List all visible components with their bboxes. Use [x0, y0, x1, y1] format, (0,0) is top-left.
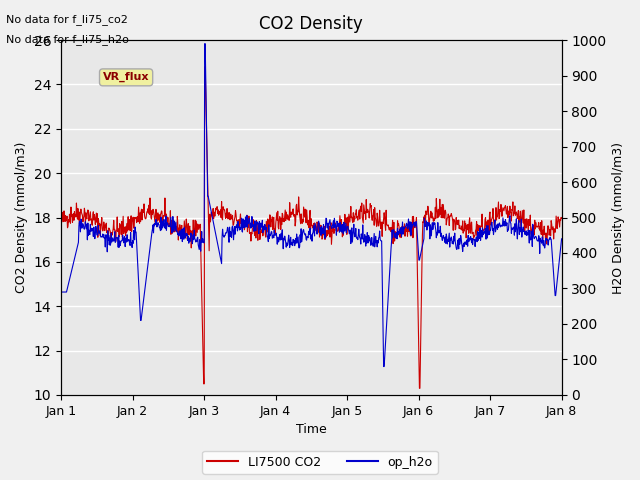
Y-axis label: CO2 Density (mmol/m3): CO2 Density (mmol/m3)	[15, 142, 28, 293]
Text: VR_flux: VR_flux	[103, 72, 149, 83]
Title: CO2 Density: CO2 Density	[259, 15, 363, 33]
Text: No data for f_li75_h2o: No data for f_li75_h2o	[6, 34, 129, 45]
X-axis label: Time: Time	[296, 423, 326, 436]
Legend: LI7500 CO2, op_h2o: LI7500 CO2, op_h2o	[202, 451, 438, 474]
Text: No data for f_li75_co2: No data for f_li75_co2	[6, 14, 128, 25]
Y-axis label: H2O Density (mmol/m3): H2O Density (mmol/m3)	[612, 142, 625, 293]
